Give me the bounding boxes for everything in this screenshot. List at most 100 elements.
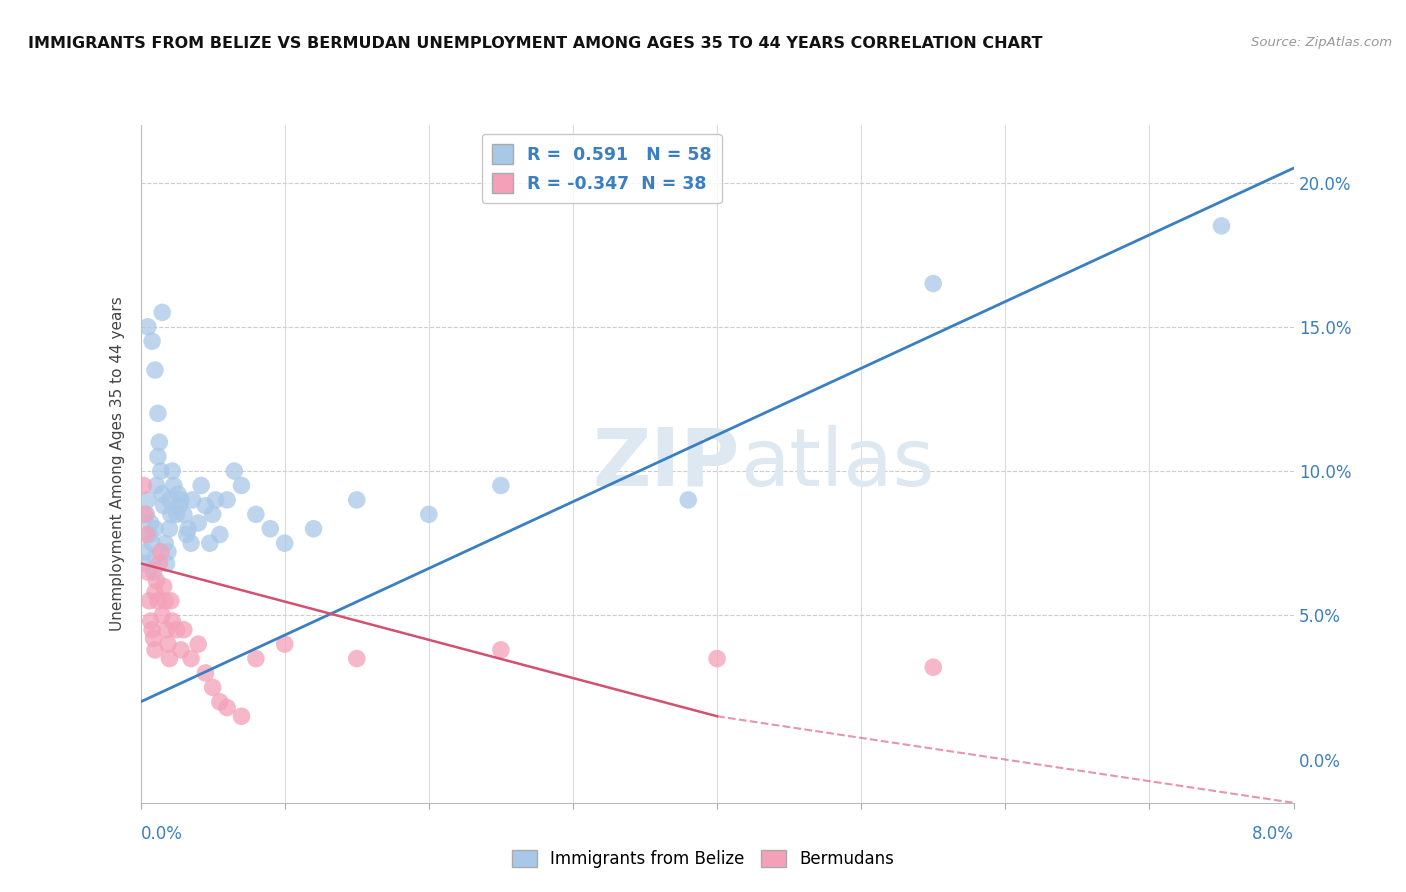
Point — [135, 527, 157, 541]
Point — [922, 277, 945, 291]
Point — [134, 545, 156, 559]
Point — [173, 623, 195, 637]
Point — [194, 665, 217, 680]
Point — [169, 499, 191, 513]
Point — [173, 508, 195, 522]
Point — [678, 492, 700, 507]
Point — [163, 478, 186, 492]
Point — [177, 522, 200, 536]
Point — [190, 478, 212, 492]
Point — [1211, 219, 1233, 233]
Point — [155, 557, 177, 571]
Point — [245, 508, 267, 522]
Point — [208, 695, 231, 709]
Point — [274, 637, 297, 651]
Point — [146, 406, 169, 420]
Text: IMMIGRANTS FROM BELIZE VS BERMUDAN UNEMPLOYMENT AMONG AGES 35 TO 44 YEARS CORREL: IMMIGRANTS FROM BELIZE VS BERMUDAN UNEMP… — [28, 36, 1043, 51]
Point — [194, 499, 217, 513]
Point — [155, 623, 177, 637]
Point — [150, 305, 173, 319]
Point — [201, 681, 224, 695]
Text: atlas: atlas — [740, 425, 935, 503]
Point — [180, 536, 202, 550]
Point — [217, 700, 239, 714]
Legend: R =  0.591   N = 58, R = -0.347  N = 38: R = 0.591 N = 58, R = -0.347 N = 38 — [482, 134, 721, 203]
Text: Source: ZipAtlas.com: Source: ZipAtlas.com — [1251, 36, 1392, 49]
Point — [302, 522, 325, 536]
Point — [170, 643, 193, 657]
Point — [346, 492, 368, 507]
Point — [162, 464, 184, 478]
Point — [143, 522, 166, 536]
Point — [245, 651, 267, 665]
Point — [134, 508, 156, 522]
Point — [143, 550, 166, 565]
Point — [160, 594, 183, 608]
Point — [139, 516, 162, 530]
Point — [132, 478, 155, 492]
Point — [166, 623, 188, 637]
Point — [198, 536, 221, 550]
Point — [187, 516, 209, 530]
Point — [152, 579, 174, 593]
Point — [135, 508, 157, 522]
Y-axis label: Unemployment Among Ages 35 to 44 years: Unemployment Among Ages 35 to 44 years — [110, 296, 125, 632]
Point — [142, 565, 165, 579]
Point — [143, 585, 166, 599]
Point — [152, 499, 174, 513]
Point — [217, 492, 239, 507]
Point — [150, 608, 173, 623]
Point — [346, 651, 368, 665]
Point — [231, 709, 253, 723]
Point — [160, 508, 183, 522]
Point — [156, 545, 179, 559]
Point — [187, 637, 209, 651]
Point — [166, 508, 188, 522]
Point — [180, 651, 202, 665]
Point — [201, 508, 224, 522]
Point — [132, 557, 155, 571]
Point — [149, 464, 172, 478]
Point — [141, 623, 163, 637]
Point — [143, 643, 166, 657]
Point — [706, 651, 728, 665]
Point — [259, 522, 281, 536]
Point — [149, 545, 172, 559]
Point — [136, 565, 159, 579]
Point — [922, 660, 945, 674]
Point — [162, 614, 184, 628]
Legend: Immigrants from Belize, Bermudans: Immigrants from Belize, Bermudans — [505, 843, 901, 875]
Point — [274, 536, 297, 550]
Point — [204, 492, 226, 507]
Point — [150, 487, 173, 501]
Point — [181, 492, 204, 507]
Text: 8.0%: 8.0% — [1251, 825, 1294, 843]
Point — [146, 594, 169, 608]
Point — [489, 478, 512, 492]
Point — [489, 643, 512, 657]
Point — [138, 527, 160, 541]
Point — [224, 464, 246, 478]
Point — [156, 637, 179, 651]
Point — [139, 614, 162, 628]
Point — [141, 536, 163, 550]
Point — [138, 594, 160, 608]
Point — [231, 478, 253, 492]
Point — [143, 363, 166, 377]
Point — [153, 536, 176, 550]
Point — [146, 450, 169, 464]
Point — [142, 632, 165, 646]
Point — [153, 594, 176, 608]
Text: ZIP: ZIP — [593, 425, 740, 503]
Point — [208, 527, 231, 541]
Point — [176, 527, 198, 541]
Point — [418, 508, 440, 522]
Point — [136, 319, 159, 334]
Point — [148, 435, 170, 450]
Point — [141, 334, 163, 349]
Point — [136, 492, 159, 507]
Point — [167, 487, 190, 501]
Point — [159, 492, 180, 507]
Point — [145, 478, 167, 492]
Text: 0.0%: 0.0% — [141, 825, 183, 843]
